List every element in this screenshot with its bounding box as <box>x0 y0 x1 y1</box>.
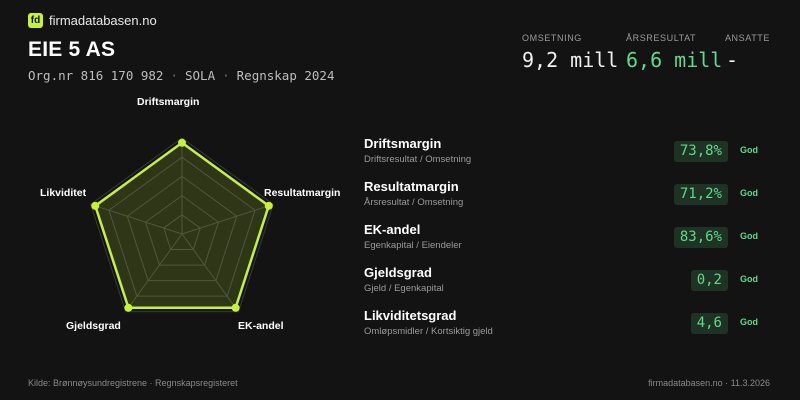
kpi-value: 6,6 mill <box>626 48 723 72</box>
brand: fd firmadatabasen.no <box>28 13 157 28</box>
radar-label-ek-andel: EK-andel <box>238 320 284 332</box>
radar-data-area <box>94 141 270 310</box>
metric-title: Gjeldsgrad <box>364 265 432 280</box>
metric-value: 83,6% <box>673 227 728 248</box>
metric-formula: Egenkapital / Eiendeler <box>364 240 462 251</box>
radar-grid-ring <box>90 137 274 313</box>
radar-data-point <box>91 201 100 210</box>
metric-formula: Gjeld / Egenkapital <box>364 283 444 294</box>
radar-grid-ring <box>163 214 201 251</box>
metric-value: 0,2 <box>690 270 728 291</box>
radar-grid-ring <box>126 175 238 282</box>
radar-data-point <box>178 138 186 147</box>
radar-spoke <box>125 233 183 312</box>
radar-grid-ring <box>144 194 220 266</box>
kpi-employees: ANSATTE - <box>725 33 770 72</box>
radar-grid-ring <box>108 156 256 297</box>
metric-row: Gjeldsgrad Gjeld / Egenkapital 0,2 God <box>364 265 770 305</box>
metric-title: Resultatmargin <box>364 179 459 194</box>
metric-row: EK-andel Egenkapital / Eiendeler 83,6% G… <box>364 222 770 262</box>
metric-grade: God <box>740 145 758 155</box>
radar-spoke <box>90 203 183 235</box>
kpi-label: ÅRSRESULTAT <box>626 33 697 43</box>
metric-grade: God <box>740 231 758 241</box>
metric-title: EK-andel <box>364 222 421 237</box>
metric-value: 73,8% <box>673 141 728 162</box>
metric-title: Likviditetsgrad <box>364 308 457 323</box>
radar-label-likviditet: Likviditet <box>40 187 87 199</box>
metric-value: 71,2% <box>673 184 728 205</box>
company-meta: Org.nr 816 170 982 · SOLA · Regnskap 2024 <box>28 68 334 83</box>
radar-data-point <box>124 303 133 312</box>
kpi-label: OMSETNING <box>522 33 582 43</box>
company-name: EIE 5 AS <box>28 38 116 61</box>
metric-formula: Omløpsmidler / Kortsiktig gjeld <box>364 326 493 337</box>
accounting-period: Regnskap 2024 <box>236 68 335 83</box>
metric-row: Driftsmargin Driftsresultat / Omsetning … <box>364 136 770 176</box>
footer-site-date: firmadatabasen.no · 11.3.2026 <box>648 378 770 388</box>
metric-grade: God <box>740 274 758 284</box>
company-city: SOLA <box>185 68 216 83</box>
metric-formula: Årsresultat / Omsetning <box>364 197 464 208</box>
kpi-value: - <box>725 48 738 72</box>
radar-spoke <box>181 233 239 312</box>
radar-label-resultatmargin: Resultatmargin <box>264 187 341 199</box>
kpi-label: ANSATTE <box>724 33 770 43</box>
kpi-annual-result: ÅRSRESULTAT 6,6 mill <box>626 33 722 72</box>
radar-label-driftsmargin: Driftsmargin <box>137 96 200 108</box>
radar-label-gjeldsgrad: Gjeldsgrad <box>66 320 121 332</box>
logo-icon: fd <box>28 13 43 28</box>
metric-title: Driftsmargin <box>364 136 442 151</box>
radar-data-point <box>231 303 240 312</box>
brand-name: firmadatabasen.no <box>49 13 157 28</box>
org-number: Org.nr 816 170 982 <box>28 68 164 83</box>
metric-grade: God <box>740 317 758 327</box>
metric-row: Resultatmargin Årsresultat / Omsetning 7… <box>364 179 770 219</box>
radar-spoke <box>181 203 274 235</box>
footer-source: Kilde: Brønnøysundregistrene · Regnskaps… <box>28 378 238 388</box>
metric-value: 4,6 <box>690 313 728 334</box>
meta-separator: · <box>170 68 178 83</box>
kpi-value: 9,2 mill <box>522 48 619 72</box>
metric-formula: Driftsresultat / Omsetning <box>364 154 472 165</box>
meta-separator: · <box>222 68 230 83</box>
metric-row: Likviditetsgrad Omløpsmidler / Kortsikti… <box>364 308 770 348</box>
metrics-list: Driftsmargin Driftsresultat / Omsetning … <box>364 133 770 348</box>
radar-data-point <box>264 201 273 210</box>
kpi-revenue: OMSETNING 9,2 mill <box>522 33 618 72</box>
metric-grade: God <box>740 188 758 198</box>
